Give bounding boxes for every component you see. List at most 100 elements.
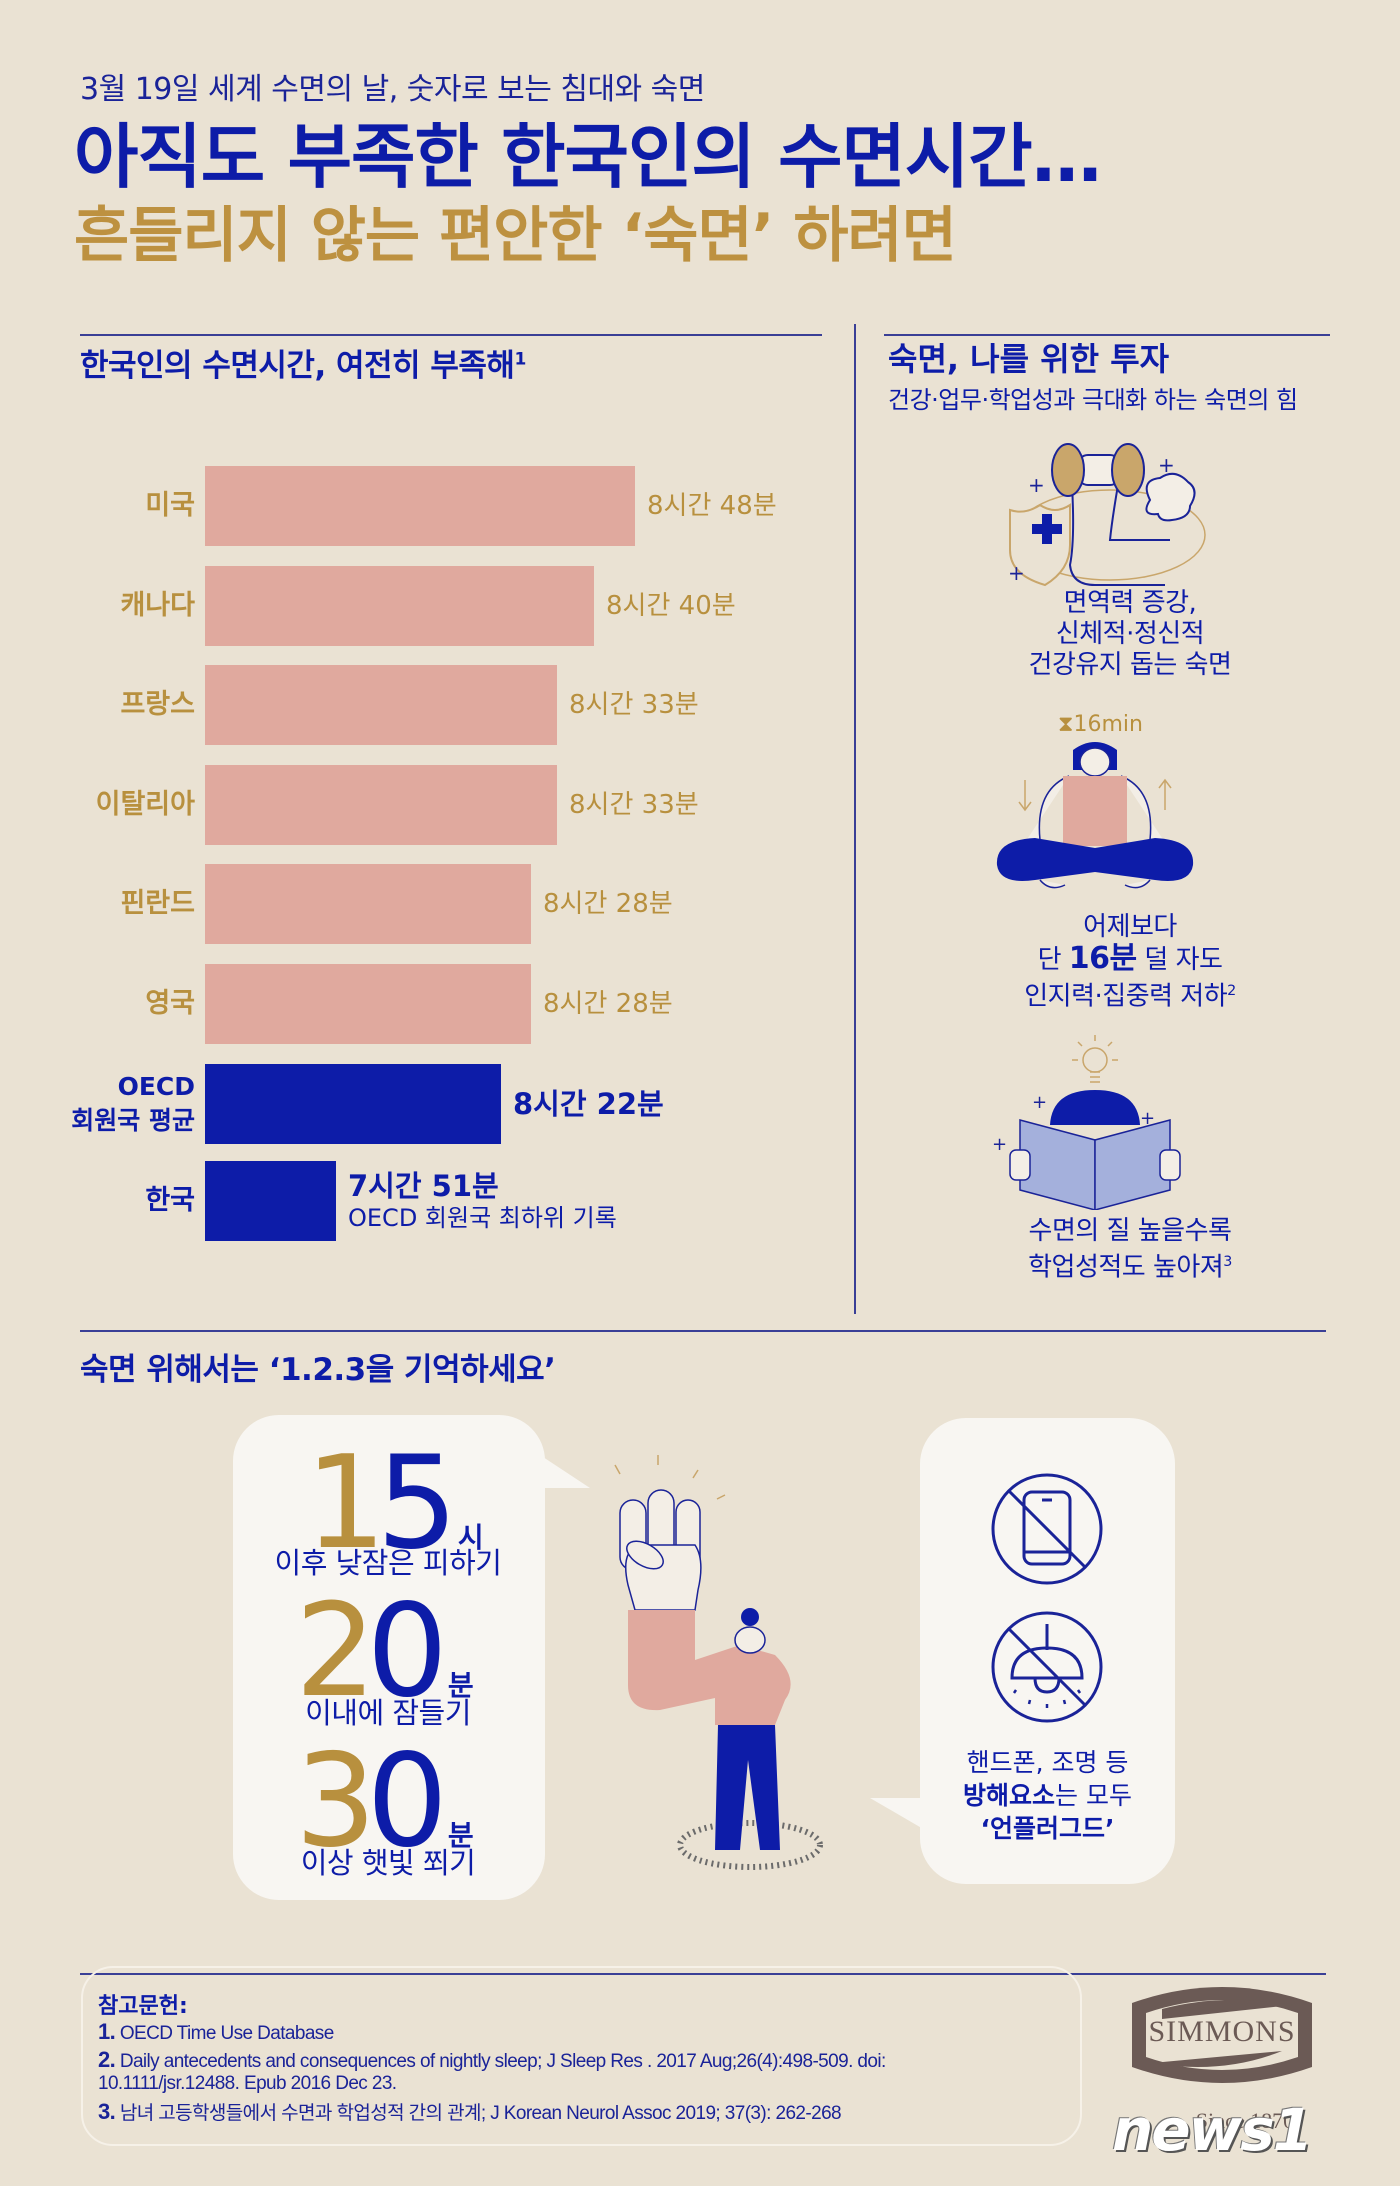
timer-value: 16min bbox=[1073, 712, 1143, 737]
tip-number-20: 20 분 bbox=[295, 1588, 474, 1750]
chart-row: 한국 7시간 51분 OECD 회원국 최하위 기록 bbox=[0, 1161, 850, 1241]
tip-2-text: 이내에 잠들기 bbox=[305, 1696, 471, 1730]
chart-value-label: 8시간 33분 bbox=[569, 665, 699, 745]
chart-row: 캐나다 8시간 40분 bbox=[0, 566, 850, 646]
no-lamp-icon bbox=[991, 1611, 1103, 1723]
chart-bar bbox=[205, 864, 531, 944]
caption-immunity-line1: 면역력 증강, bbox=[1063, 588, 1197, 618]
svg-text:+: + bbox=[992, 1134, 1007, 1155]
news1-watermark: news1 bbox=[1112, 2096, 1313, 2164]
chart-bar bbox=[205, 1064, 501, 1144]
caption-immunity-line3: 건강유지 돕는 숙면 bbox=[1028, 650, 1232, 680]
tip-3-unit: 분 bbox=[447, 1819, 474, 1852]
chart-value-label: 7시간 51분 OECD 회원국 최하위 기록 bbox=[348, 1161, 617, 1241]
chart-value-label: 8시간 40분 bbox=[606, 566, 736, 646]
reference-1-text: OECD Time Use Database bbox=[119, 2023, 334, 2044]
caption-cognition-line3: 인지력·집중력 저하2 bbox=[870, 976, 1390, 1013]
svg-text:+: + bbox=[1158, 453, 1175, 477]
caption-cognition-line3-text: 인지력·집중력 저하 bbox=[1024, 981, 1228, 1012]
caption-cognition-post: 덜 자도 bbox=[1136, 945, 1223, 975]
references-box bbox=[81, 1966, 1082, 2146]
chart-category-label: 영국 bbox=[145, 988, 195, 1019]
chart-row: 이탈리아 8시간 33분 bbox=[0, 765, 850, 845]
page-title: 아직도 부족한 한국인의 수면시간… bbox=[74, 116, 1102, 198]
simmons-brand-text: SIMMONS bbox=[1148, 2015, 1296, 2048]
chart-value-text: 8시간 22분 bbox=[513, 1087, 664, 1121]
woman-showing-three-fingers-icon bbox=[614, 1455, 823, 1870]
tips-speech-bubble bbox=[233, 1415, 545, 1900]
investment-title: 숙면, 나를 위한 투자 bbox=[888, 340, 1170, 378]
timer-label: ⧗16min bbox=[1058, 712, 1143, 737]
chart-category-label: 핀란드 bbox=[120, 888, 195, 919]
svg-text:+: + bbox=[1032, 1092, 1047, 1113]
reference-2-text: Daily antecedents and consequences of ni… bbox=[119, 2051, 886, 2072]
chart-value-label: 8시간 33분 bbox=[569, 765, 699, 845]
caption-immunity: 면역력 증강, 신체적·정신적 건강유지 돕는 숙면 bbox=[870, 588, 1390, 681]
caption-cognition-line1: 어제보다 bbox=[1083, 912, 1177, 942]
tip-number-15: 15 시 bbox=[305, 1440, 484, 1602]
tip-2-unit: 분 bbox=[447, 1669, 474, 1702]
sleep-bar-chart: 미국 8시간 48분 캐나다 8시간 40분 프랑스 8시간 33분 이탈리아 8시간 33분… bbox=[0, 0, 850, 1300]
divider-chart-top bbox=[80, 334, 822, 336]
tips-title: 숙면 위해서는 ‘1.2.3을 기억하세요’ bbox=[80, 1352, 556, 1388]
chart-row: 핀란드 8시간 28분 bbox=[0, 864, 850, 944]
chart-category-label: 이탈리아 bbox=[95, 789, 195, 820]
caption-academic-line2-text: 학업성적도 높아져 bbox=[1028, 1252, 1224, 1283]
chart-value-text: 8시간 48분 bbox=[647, 491, 777, 521]
dumbbell-arm-shield-brain-icon: + + + bbox=[1008, 443, 1206, 587]
chart-value-text: 8시간 28분 bbox=[543, 989, 673, 1019]
chart-value-label: 8시간 28분 bbox=[543, 964, 673, 1044]
chart-value-label: 8시간 28분 bbox=[543, 864, 673, 944]
simmons-logo-icon bbox=[1132, 1987, 1312, 2083]
reference-1-num: 1. bbox=[98, 2019, 116, 2044]
speech-bubble-tail-left bbox=[540, 1455, 590, 1488]
chart-category-label: 프랑스 bbox=[120, 689, 195, 720]
hourglass-icon: ⧗ bbox=[1058, 712, 1074, 737]
tip-2-digit-navy: 0 bbox=[366, 1577, 447, 1726]
header-subtitle: 3월 19일 세계 수면의 날, 숫자로 보는 침대와 숙면 bbox=[80, 72, 705, 107]
chart-category-label: 캐나다 bbox=[120, 590, 195, 621]
svg-text:+: + bbox=[1140, 1108, 1155, 1129]
unplug-speech-bubble bbox=[920, 1418, 1175, 1884]
svg-text:+: + bbox=[1028, 473, 1045, 497]
references-title: 참고문헌: bbox=[98, 1994, 188, 2019]
unplug-line2: 방해요소는 모두 bbox=[920, 1779, 1175, 1812]
chart-title-footnote: 1 bbox=[514, 349, 526, 370]
chart-category-label: OECD 회원국 평균 bbox=[71, 1072, 195, 1135]
chart-value-note: OECD 회원국 최하위 기록 bbox=[348, 1204, 617, 1232]
chart-value-label: 8시간 48분 bbox=[647, 466, 777, 546]
reference-1: 1. OECD Time Use Database bbox=[98, 2020, 334, 2046]
chart-title-text: 한국인의 수면시간, 여전히 부족해 bbox=[80, 348, 515, 384]
meditation-person-icon bbox=[996, 742, 1194, 889]
reference-2: 2. Daily antecedents and consequences of… bbox=[98, 2048, 886, 2074]
chart-value-text: 8시간 33분 bbox=[569, 690, 699, 720]
chart-bar bbox=[205, 566, 594, 646]
divider-tips-top bbox=[80, 1330, 1326, 1332]
chart-category-label: 한국 bbox=[145, 1185, 195, 1216]
chart-bar bbox=[205, 964, 531, 1044]
speech-bubble-tail-right bbox=[870, 1798, 925, 1830]
chart-category-label: 미국 bbox=[145, 490, 195, 521]
chart-bar bbox=[205, 665, 557, 745]
chart-value-text: 8시간 33분 bbox=[569, 790, 699, 820]
tip-3-digit-navy: 0 bbox=[366, 1727, 447, 1876]
reference-2-num: 2. bbox=[98, 2047, 116, 2072]
reference-3-num: 3. bbox=[98, 2099, 116, 2124]
tip-1-digit-gold: 1 bbox=[305, 1429, 386, 1578]
reference-3-text: 남녀 고등학생들에서 수면과 학업성적 간의 관계; J Korean Neur… bbox=[119, 2103, 842, 2124]
reading-book-person-icon: + + + bbox=[992, 1035, 1181, 1210]
chart-row: 프랑스 8시간 33분 bbox=[0, 665, 850, 745]
chart-bar bbox=[205, 466, 635, 546]
tip-2-digit-gold: 2 bbox=[295, 1577, 376, 1726]
unplug-line2-bold: 방해요소 bbox=[963, 1781, 1056, 1810]
chart-value-text: 8시간 40분 bbox=[606, 591, 736, 621]
tip-1-digit-navy: 5 bbox=[376, 1429, 457, 1578]
tip-number-30: 30 분 bbox=[295, 1738, 474, 1900]
chart-value-text: 8시간 28분 bbox=[543, 889, 673, 919]
chart-value-text: 7시간 51분 bbox=[348, 1169, 499, 1203]
unplug-line2-rest: 는 모두 bbox=[1055, 1781, 1132, 1810]
chart-row: 영국 8시간 28분 bbox=[0, 964, 850, 1044]
chart-row: 미국 8시간 48분 bbox=[0, 466, 850, 546]
chart-value-label: 8시간 22분 bbox=[513, 1064, 664, 1144]
tip-1-unit: 시 bbox=[457, 1521, 484, 1554]
